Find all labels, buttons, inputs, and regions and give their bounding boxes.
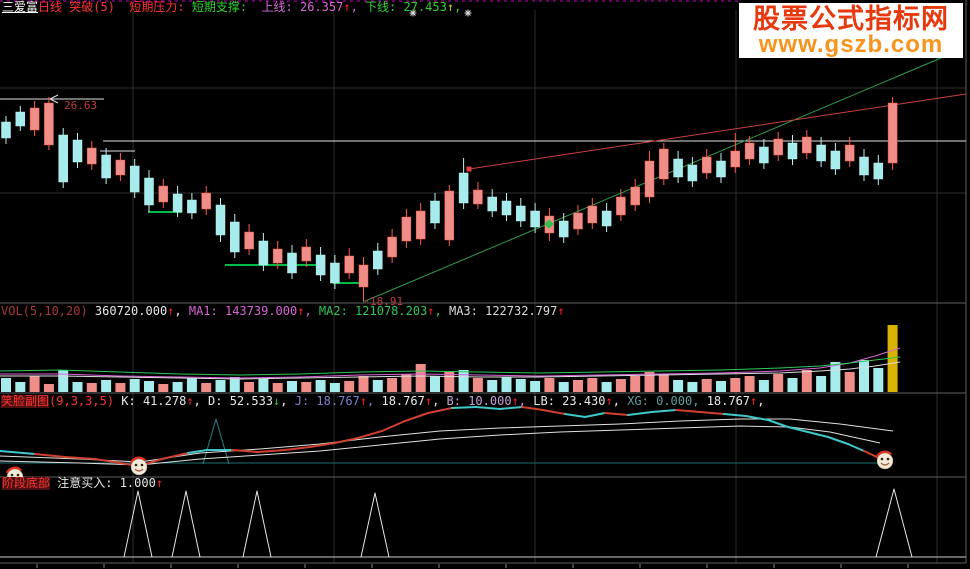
upper-line-value: 26.357 (299, 0, 344, 14)
indicator-name: 阶段底部 (2, 476, 51, 490)
up-arrow: ↑ (359, 394, 368, 408)
stock-name: 三爱富 (2, 0, 39, 14)
up-arrow: ↑ (186, 394, 194, 408)
up-arrow: ↑ (511, 394, 519, 408)
comma: , (757, 394, 765, 408)
up-arrow: ↑ (605, 394, 613, 408)
watermark-url: www.gszb.com (758, 30, 944, 58)
up-arrow: ↑ (167, 304, 175, 318)
comma: , (304, 304, 319, 318)
signal-value: 1.000 (119, 476, 156, 490)
ma3-value: 122732.797 (485, 304, 558, 318)
up-arrow: ↑ (750, 394, 758, 408)
watermark-title: 股票公式指标网 (753, 3, 949, 34)
comma: , (692, 394, 707, 408)
up-arrow: ↑ (446, 0, 455, 14)
xg-value: 0.000 (656, 394, 693, 408)
period-label: 日线 (38, 0, 63, 14)
signal-header: 阶段底部 注意买入: 1.000↑ (2, 477, 163, 490)
lb-label: LB: (533, 394, 563, 408)
comma: , (174, 304, 189, 318)
comma: , (434, 304, 449, 318)
comma: , (367, 394, 382, 408)
comma: , (454, 0, 462, 14)
d-value: 52.533 (229, 394, 274, 408)
xg2-value: 18.767 (706, 394, 751, 408)
watermark-banner: 股票公式指标网 www.gszb.com (739, 3, 963, 58)
kdj-panel (0, 406, 894, 486)
support-label: 短期支撑: (191, 0, 255, 14)
lower-line-value: 27.453 (403, 0, 447, 14)
vol-value: 360720.000 (94, 304, 168, 318)
up-arrow: ↑ (297, 304, 305, 318)
kdj-header: 笑脸副图(9,3,3,5) K: 41.278↑, D: 52.533↓, J:… (1, 395, 765, 408)
comma: , (612, 394, 628, 408)
upper-line-label: 上线: (254, 0, 300, 14)
volume-panel (0, 325, 901, 392)
signal-panel (0, 488, 966, 558)
comma: , (350, 0, 366, 14)
smiley-face-icon (129, 456, 148, 476)
comma: , (193, 394, 208, 408)
smiley-face-icon (875, 450, 894, 470)
lb-value: 23.430 (562, 394, 606, 408)
indicator-name: 突破(5) (62, 0, 115, 14)
indicator-name: 笑脸副图 (1, 394, 50, 408)
price-panel (0, 9, 967, 303)
up-arrow: ↑ (424, 394, 433, 408)
indicator-params: (9,3,3,5) (49, 394, 122, 408)
xg-label: XG: (627, 394, 657, 408)
ma2-value: 121078.203 (355, 304, 428, 318)
ma3-label: MA3: (448, 304, 486, 318)
b-label: B: (446, 394, 469, 408)
vol-label: VOL(5,10,20) (1, 304, 95, 318)
up-arrow: ↑ (155, 476, 164, 490)
volume-header: VOL(5,10,20) 360720.000↑, MA1: 143739.00… (1, 305, 565, 318)
comma: , (518, 394, 534, 408)
ma2-label: MA2: (318, 304, 356, 318)
up-arrow: ↑ (557, 304, 565, 318)
j2-value: 18.767 (381, 394, 425, 408)
down-arrow: ↓ (273, 394, 281, 408)
main-chart-header: 三爱富日线 突破(5) 短期压力: 短期支撑: 上线: 26.357↑, 下线:… (2, 1, 461, 14)
price-high-label: 26.63 (64, 99, 97, 112)
k-value: 41.278 (142, 394, 187, 408)
up-arrow: ↑ (427, 304, 435, 318)
j-label: J: (294, 394, 317, 408)
up-arrow: ↑ (343, 0, 351, 14)
pressure-label: 短期压力: (114, 0, 192, 14)
k-label: K: (121, 394, 143, 408)
comma: , (432, 394, 447, 408)
d-label: D: (208, 394, 230, 408)
ma1-value: 143739.000 (224, 304, 298, 318)
signal-label: 注意买入: (50, 476, 120, 490)
price-low-label: 18.91 (370, 295, 403, 308)
b-value: 10.000 (468, 394, 512, 408)
ma1-label: MA1: (188, 304, 225, 318)
comma: , (280, 394, 295, 408)
lower-line-label: 下线: (365, 0, 404, 14)
j-value: 18.767 (316, 394, 360, 408)
